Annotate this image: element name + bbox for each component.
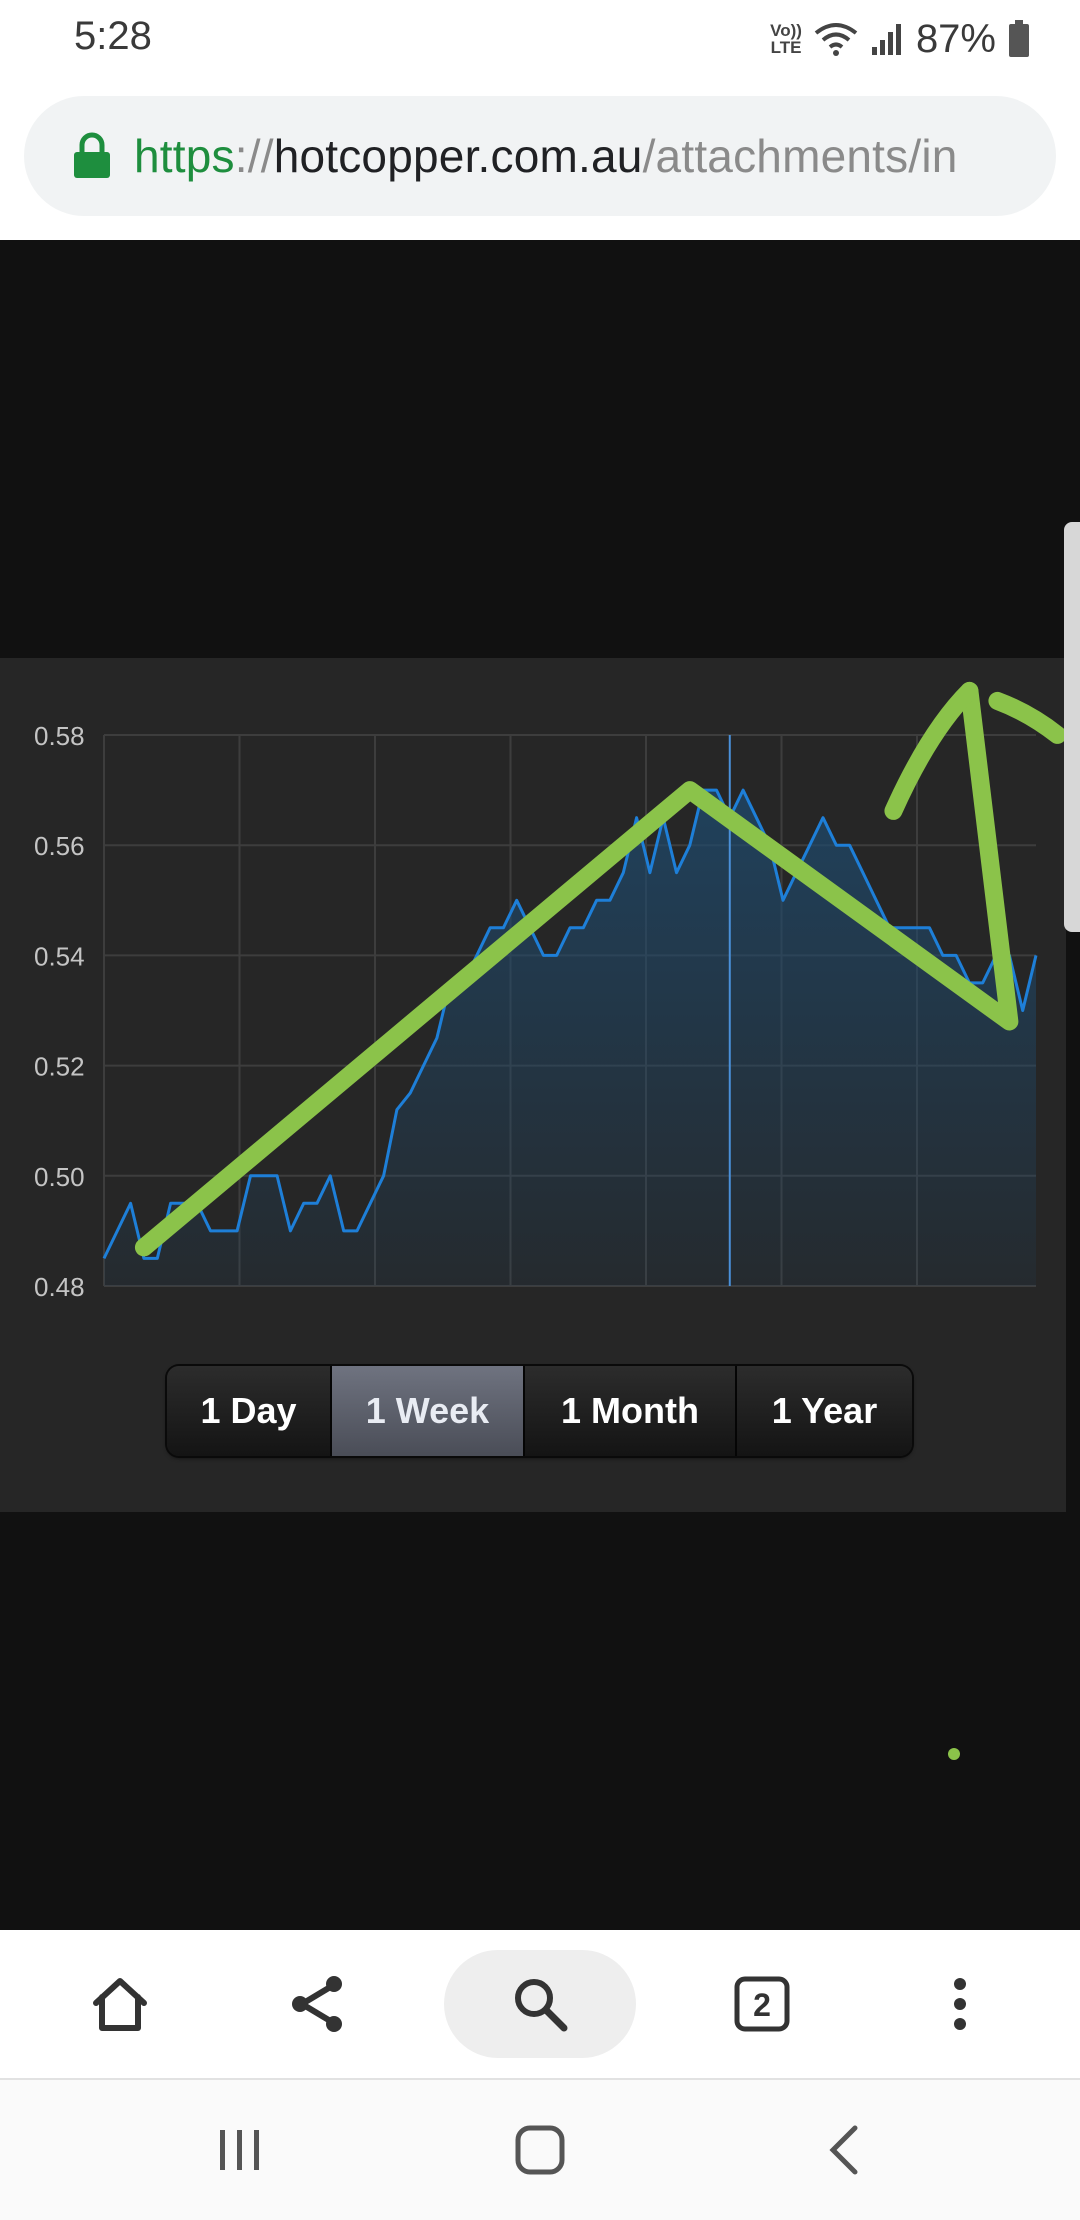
toolbar-divider [0, 2078, 1080, 2080]
range-1-month-button[interactable]: 1 Month [525, 1366, 737, 1456]
y-tick-label: 0.56 [34, 831, 85, 861]
url-domain: hotcopper.com.au [273, 130, 643, 182]
more-options-icon [954, 1978, 966, 2030]
time-range-selector: 1 Day 1 Week 1 Month 1 Year [167, 1366, 912, 1456]
range-1-day-button[interactable]: 1 Day [167, 1366, 332, 1456]
range-1-year-button[interactable]: 1 Year [737, 1366, 912, 1456]
y-tick-label: 0.52 [34, 1052, 85, 1082]
price-line [102, 788, 1038, 1260]
home-icon [93, 1978, 147, 2031]
home-button[interactable] [70, 1930, 170, 2078]
battery-icon [1009, 20, 1029, 57]
y-tick-label: 0.54 [34, 941, 85, 971]
search-button-background [444, 1950, 636, 2058]
share-button[interactable] [268, 1930, 368, 2078]
address-bar[interactable]: https://hotcopper.com.au/attachments/in [24, 96, 1056, 216]
share-icon [292, 1976, 342, 2032]
status-bar: 5:28 Vo)) LTE 87% [0, 0, 1080, 82]
cellular-signal-icon [871, 24, 901, 55]
search-icon [515, 1979, 568, 2032]
home-nav-button[interactable] [490, 2080, 590, 2220]
tabs-button[interactable]: 2 [712, 1930, 812, 2078]
wifi-icon [814, 23, 858, 56]
stock-chart-panel: 0.580.560.540.520.500.48 09090910101111 … [0, 658, 1066, 1512]
recent-apps-icon [220, 2130, 259, 2170]
url-path: /attachments/in [642, 130, 958, 182]
volte-indicator: Vo)) LTE [770, 21, 802, 57]
url-separator: :// [234, 130, 274, 182]
price-area-fill [104, 790, 1036, 1286]
annotation-arrow-head [884, 681, 1066, 820]
price-chart: 0.580.560.540.520.500.48 09090910101111 [34, 681, 1066, 1298]
lock-icon [74, 132, 110, 178]
status-time: 5:28 [74, 14, 152, 58]
y-tick-label: 0.48 [34, 1272, 85, 1298]
tab-count: 2 [753, 1987, 771, 2023]
more-options-button[interactable] [910, 1930, 1010, 2078]
browser-url-area: https://hotcopper.com.au/attachments/in [0, 82, 1080, 240]
url-scheme: https [134, 130, 235, 182]
search-button[interactable] [490, 1930, 590, 2078]
home-nav-icon [515, 2125, 565, 2175]
back-button[interactable] [795, 2080, 895, 2220]
range-1-week-button[interactable]: 1 Week [332, 1366, 525, 1456]
system-nav-bar [0, 2080, 1080, 2220]
browser-toolbar: 2 [0, 1930, 1080, 2078]
scrollbar[interactable] [1064, 522, 1080, 932]
image-viewer: 0.580.560.540.520.500.48 09090910101111 … [0, 240, 1080, 1930]
url-text[interactable]: https://hotcopper.com.au/attachments/in [134, 129, 958, 183]
drawing-dot [948, 1748, 960, 1760]
battery-percent: 87% [915, 16, 996, 61]
status-icons: Vo)) LTE 87% [770, 14, 1030, 64]
y-tick-label: 0.58 [34, 721, 85, 751]
annotation-arrow-stroke [134, 681, 1019, 1257]
tabs-icon: 2 [734, 1976, 790, 2032]
back-icon [829, 2125, 858, 2175]
recent-apps-button[interactable] [190, 2080, 290, 2220]
y-tick-label: 0.50 [34, 1162, 85, 1192]
